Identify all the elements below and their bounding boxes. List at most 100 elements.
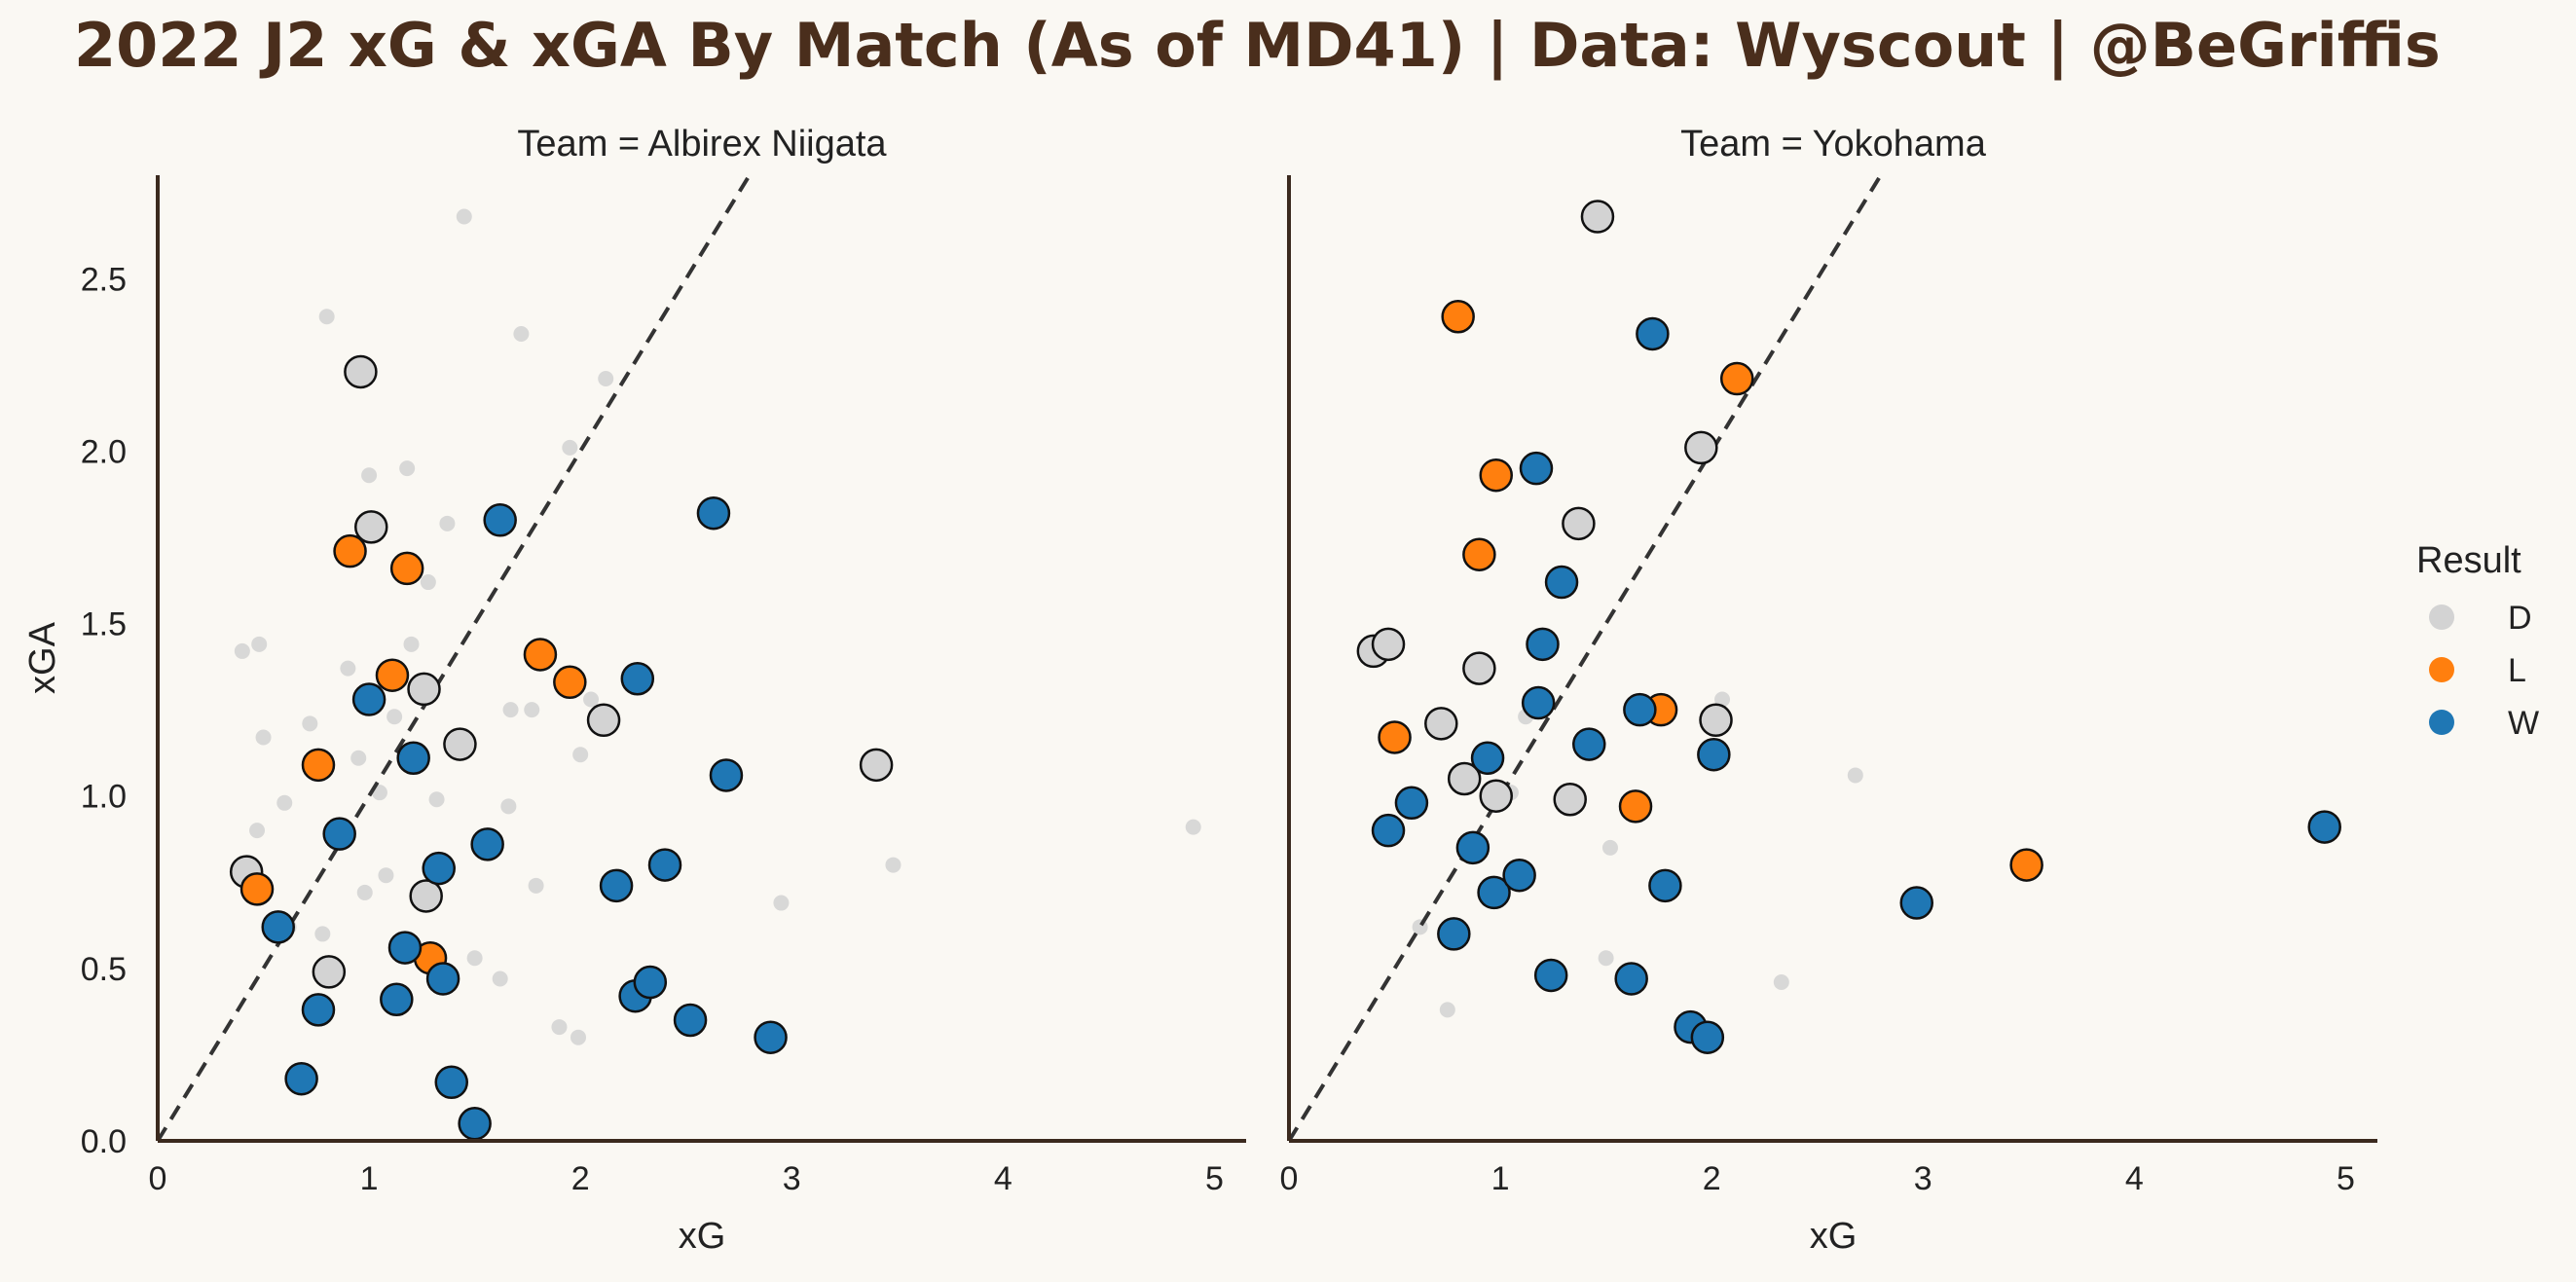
background-point: [350, 750, 367, 766]
background-point: [570, 1029, 587, 1045]
background-point: [773, 895, 790, 911]
point-W: [1636, 316, 1670, 351]
background-point: [1714, 691, 1731, 708]
legend-label-L: L: [2508, 652, 2526, 689]
y-axis-label: xGA: [22, 621, 63, 694]
background-point: [524, 702, 540, 718]
point-D: [859, 748, 894, 783]
background-point: [302, 715, 318, 732]
point-W: [434, 1065, 469, 1100]
point-L: [1441, 300, 1475, 334]
background-point: [1439, 1002, 1455, 1018]
point-D: [1424, 707, 1458, 741]
point-W: [1572, 727, 1606, 761]
y-tick-label: 2.0: [81, 433, 127, 470]
point-L: [375, 658, 410, 692]
x-axis-label: xG: [1810, 1216, 1858, 1257]
point-W: [284, 1061, 318, 1096]
point-W: [322, 817, 356, 851]
x-tick-label: 5: [2337, 1160, 2355, 1197]
x-tick-label: 0: [1280, 1160, 1299, 1197]
x-tick-label: 4: [2125, 1160, 2144, 1197]
point-W: [1521, 685, 1556, 720]
legend-label-W: W: [2508, 705, 2539, 742]
point-W: [633, 965, 668, 1000]
point-D: [1447, 761, 1482, 796]
point-W: [1623, 692, 1657, 727]
point-D: [312, 955, 347, 989]
background-point: [403, 636, 420, 652]
point-W: [647, 848, 682, 882]
background-point: [513, 325, 530, 342]
point-W: [483, 503, 517, 537]
y-tick-label: 0.5: [81, 951, 127, 988]
point-W: [1899, 886, 1933, 920]
facet-title-1: Team = Yokohama: [1680, 124, 1987, 165]
y-tick-label: 1.0: [81, 779, 127, 816]
background-point: [249, 823, 266, 839]
background-point: [885, 857, 902, 873]
point-L: [301, 748, 336, 783]
reference-line: [1287, 173, 1883, 1143]
legend-label-D: D: [2508, 600, 2532, 637]
point-D: [1684, 430, 1718, 465]
point-D: [1462, 651, 1496, 685]
point-W: [1690, 1020, 1725, 1054]
point-W: [1394, 786, 1429, 821]
background-point: [361, 467, 378, 484]
background-point: [428, 791, 445, 808]
background-point: [255, 729, 272, 746]
legend-marker-D: [2429, 604, 2454, 630]
x-tick-label: 1: [360, 1160, 379, 1197]
background-point: [386, 709, 403, 725]
y-tick-label: 0.0: [81, 1123, 127, 1160]
x-tick-label: 2: [1703, 1160, 1721, 1197]
point-D: [1479, 779, 1513, 813]
point-W: [1533, 958, 1568, 993]
background-point: [276, 794, 293, 811]
background-point: [1601, 839, 1618, 856]
background-point: [466, 950, 483, 967]
background-point: [456, 208, 472, 225]
background-point: [551, 1019, 568, 1036]
background-point: [439, 515, 456, 531]
background-point: [492, 971, 508, 987]
point-L: [333, 533, 367, 568]
background-point: [572, 747, 589, 763]
background-point: [340, 660, 356, 677]
x-tick-label: 3: [1914, 1160, 1932, 1197]
point-W: [261, 910, 295, 944]
background-point: [420, 574, 436, 591]
point-W: [599, 868, 634, 903]
point-D: [354, 510, 388, 544]
point-W: [1519, 451, 1554, 486]
point-L: [1378, 720, 1412, 754]
point-W: [380, 982, 414, 1016]
point-D: [1553, 783, 1587, 817]
background-point: [378, 867, 394, 884]
background-point: [500, 798, 517, 815]
point-W: [470, 827, 504, 861]
background-point: [314, 926, 331, 942]
point-D: [1580, 200, 1615, 234]
point-L: [389, 551, 424, 586]
background-point: [234, 642, 250, 659]
point-D: [586, 703, 621, 738]
point-L: [523, 638, 558, 672]
point-W: [673, 1003, 708, 1038]
background-point: [583, 691, 600, 708]
background-point: [251, 636, 268, 652]
point-W: [1697, 737, 1731, 772]
y-tick-label: 1.5: [81, 606, 127, 643]
point-W: [2307, 810, 2341, 844]
x-tick-label: 2: [571, 1160, 590, 1197]
legend-marker-L: [2429, 657, 2454, 682]
point-W: [1470, 741, 1505, 775]
x-tick-label: 1: [1491, 1160, 1510, 1197]
point-L: [1719, 361, 1754, 396]
point-D: [1562, 506, 1596, 541]
point-L: [1462, 537, 1496, 571]
point-D: [407, 672, 441, 707]
point-D: [344, 354, 378, 389]
point-W: [1477, 875, 1511, 910]
